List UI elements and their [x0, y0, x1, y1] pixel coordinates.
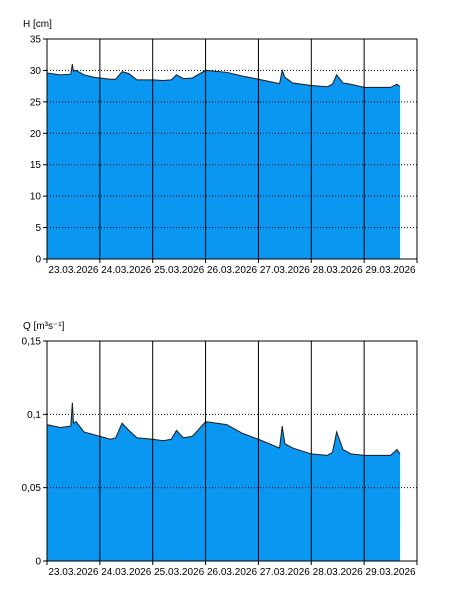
y-axis-title: Q [m³s⁻¹]: [23, 321, 65, 332]
water-level-chart: H [cm] 0 5 10 15 20 25 30 35 23.03.2026 24.03.2026…: [23, 19, 418, 276]
discharge-chart: Q [m³s⁻¹] 0 0,05 0,1 0,15 23.03.2026 24.03.202…: [22, 321, 418, 578]
series-area: [47, 64, 401, 259]
y-tick-label: 15: [30, 160, 42, 171]
y-tick-label: 30: [30, 66, 42, 77]
y-tick-label: 0: [35, 557, 41, 568]
x-tick-label: 27.03.2026: [260, 265, 310, 276]
y-tick-label: 25: [30, 97, 42, 108]
y-tick-label: 20: [30, 129, 42, 140]
y-tick-label: 0,05: [22, 483, 42, 494]
y-axis-title: H [cm]: [23, 19, 52, 30]
x-tick-label: 23.03.2026: [48, 567, 98, 578]
x-tick-label: 24.03.2026: [101, 265, 151, 276]
x-tick-label: 29.03.2026: [366, 567, 416, 578]
x-tick-label: 26.03.2026: [207, 265, 257, 276]
x-tick-label: 27.03.2026: [260, 567, 310, 578]
plot-frame: [46, 38, 418, 260]
x-tick-label: 25.03.2026: [154, 265, 204, 276]
y-tick-label: 0,1: [27, 410, 41, 421]
x-tick-label: 23.03.2026: [48, 265, 98, 276]
series-line: [46, 64, 401, 88]
x-tick-label: 26.03.2026: [207, 567, 257, 578]
y-tick-label: 5: [35, 223, 41, 234]
series-area: [47, 402, 401, 561]
y-tick-label: 0: [35, 255, 41, 266]
series-line: [46, 402, 401, 456]
plot-frame: [46, 340, 418, 562]
y-tick-label: 10: [30, 192, 42, 203]
y-tick-label: 0,15: [22, 337, 42, 348]
x-tick-label: 28.03.2026: [313, 567, 363, 578]
x-tick-label: 28.03.2026: [313, 265, 363, 276]
x-tick-label: 24.03.2026: [101, 567, 151, 578]
x-tick-label: 29.03.2026: [366, 265, 416, 276]
x-tick-label: 25.03.2026: [154, 567, 204, 578]
y-tick-label: 35: [30, 35, 42, 46]
